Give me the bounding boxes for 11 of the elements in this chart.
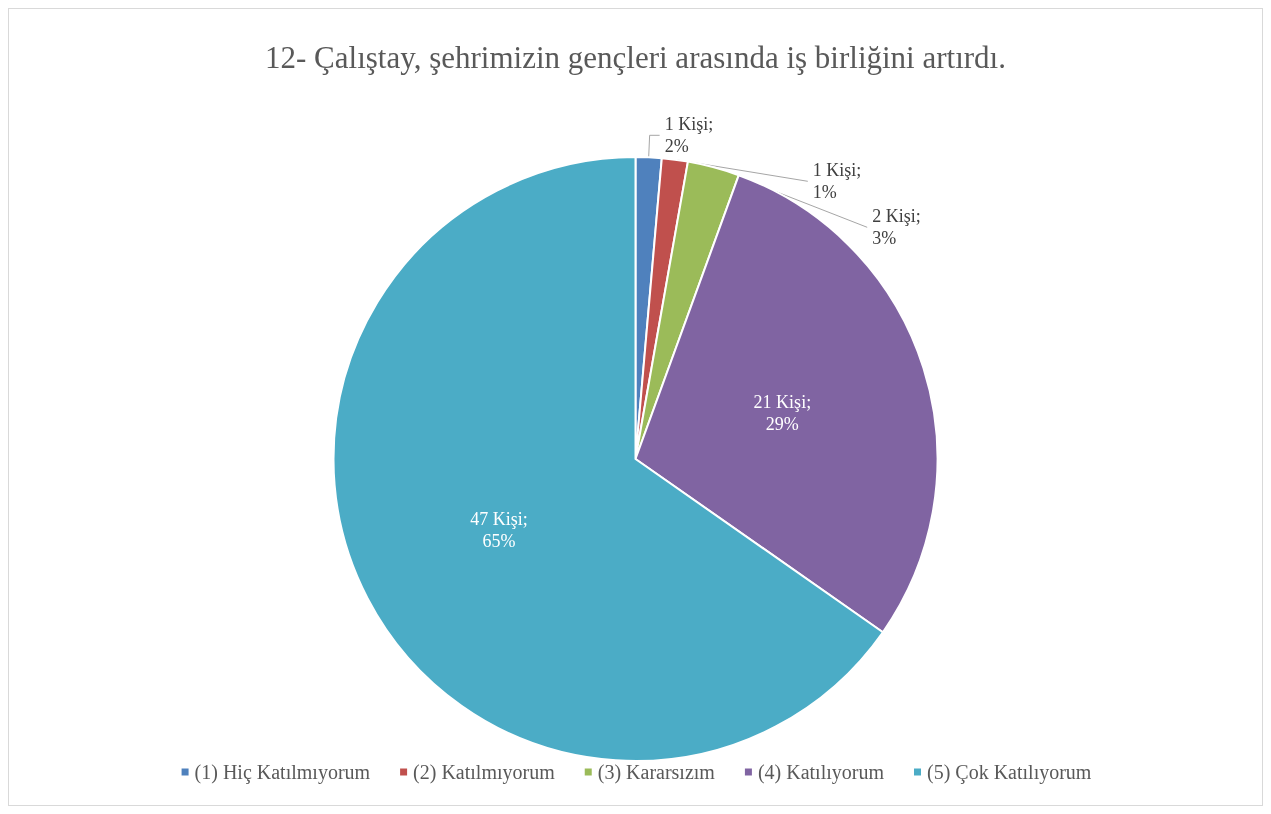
chart-title: 12- Çalıştay, şehrimizin gençleri arasında iş birliğini artırdı.	[265, 40, 1006, 75]
data-label: 1 Kişi; 1%	[812, 160, 862, 203]
legend-label: (4) Katılıyorum	[757, 761, 885, 784]
legend-label: (1) Hiç Katılmıyorum	[194, 761, 371, 784]
data-label: 1 Kişi; 2%	[664, 114, 714, 157]
legend-label: (3) Kararsızım	[597, 761, 716, 784]
data-label: 47 Kişi; 65%	[470, 509, 528, 552]
data-label: 21 Kişi; 29%	[753, 391, 812, 434]
data-label: 2 Kişi; 3%	[872, 206, 921, 249]
legend-label: (2) Katılmıyorum	[413, 761, 556, 784]
legend-label: (5) Çok Katılıyorum	[926, 761, 1092, 784]
